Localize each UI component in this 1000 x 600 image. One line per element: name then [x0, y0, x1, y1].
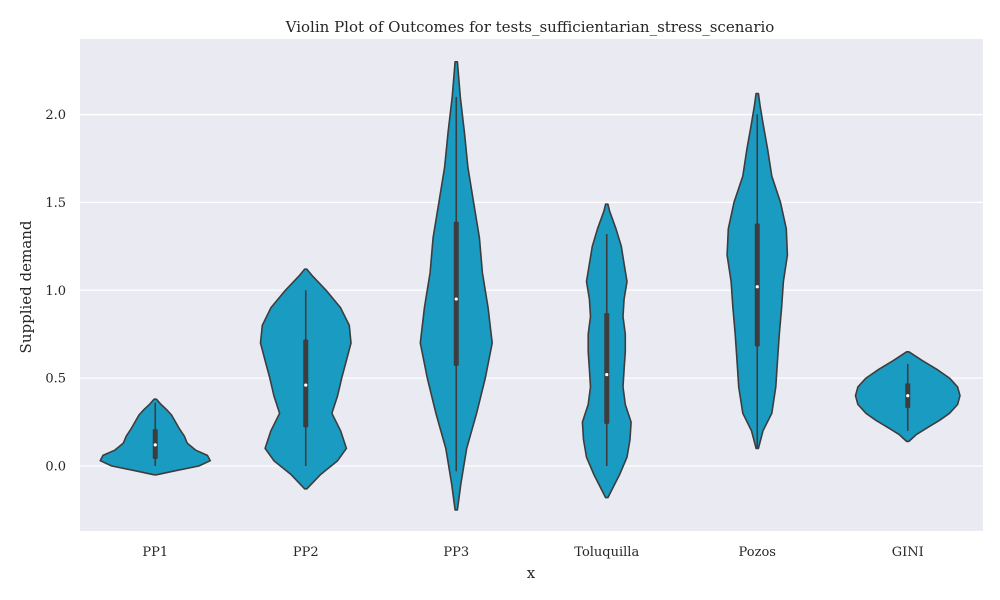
violin-median — [304, 383, 308, 387]
y-tick-label: 2.0 — [45, 108, 66, 123]
x-tick-label: Pozos — [739, 545, 776, 560]
y-tick-label: 0.5 — [45, 372, 66, 387]
x-tick-label: Toluquilla — [574, 545, 639, 560]
violin-median — [755, 285, 759, 289]
violin-iqr-box — [303, 339, 309, 428]
violin-iqr-box — [453, 221, 459, 366]
chart-title: Violin Plot of Outcomes for tests_suffic… — [285, 18, 775, 36]
y-axis-label: Supplied demand — [17, 220, 35, 353]
violin-median — [605, 373, 609, 377]
x-tick-label: PP1 — [142, 545, 168, 560]
grid-lines — [80, 113, 983, 467]
violins-group — [99, 61, 961, 511]
y-tick-label: 0.0 — [45, 459, 66, 474]
violin-iqr-box — [604, 313, 610, 424]
x-tick-label: GINI — [892, 545, 924, 560]
x-axis-label: x — [527, 564, 536, 582]
plot-background — [80, 39, 983, 531]
violin-iqr-box — [754, 223, 760, 347]
violin-median — [906, 394, 910, 398]
x-tick-labels: PP1 PP2 PP3 Toluquilla Pozos GINI — [142, 545, 923, 560]
x-tick-label: PP2 — [293, 545, 319, 560]
y-tick-label: 1.5 — [45, 196, 66, 211]
violin-median — [153, 443, 157, 447]
y-tick-labels: 0.0 0.5 1.0 1.5 2.0 — [45, 108, 66, 474]
x-tick-label: PP3 — [443, 545, 469, 560]
violin-median — [454, 297, 458, 301]
y-tick-label: 1.0 — [45, 284, 66, 299]
